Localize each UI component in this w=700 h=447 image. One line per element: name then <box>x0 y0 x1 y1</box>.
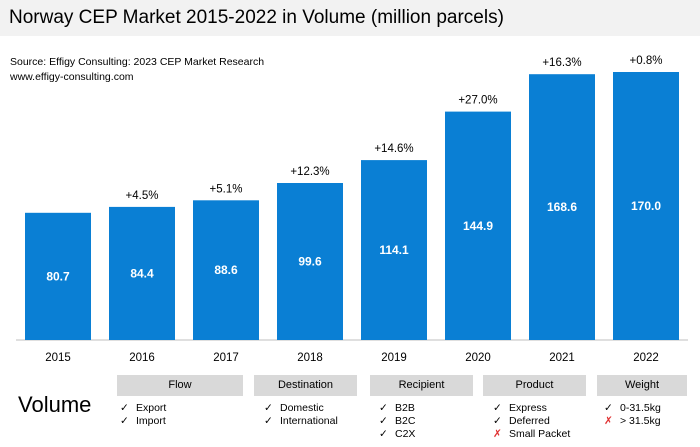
chart-title: Norway CEP Market 2015-2022 in Volume (m… <box>9 7 504 28</box>
list-item: ✓ International <box>264 415 338 427</box>
bar-value-label: 80.7 <box>46 269 70 283</box>
category-header-product: Product <box>483 375 586 396</box>
growth-label: +5.1% <box>210 183 243 195</box>
bar-value-label: 99.6 <box>298 255 322 269</box>
check-icon: ✓ <box>379 415 388 427</box>
bar-value-label: 84.4 <box>130 267 154 281</box>
list-item: ✗ Small Packet <box>493 428 571 440</box>
flow-items: ✓ Export ✓ Import <box>120 402 166 428</box>
growth-label: +0.8% <box>630 55 663 67</box>
growth-label: +27.0% <box>458 95 497 107</box>
list-item: ✓ B2C <box>379 415 416 427</box>
list-item: ✓ 0-31.5kg <box>604 402 661 414</box>
check-icon: ✓ <box>604 402 613 414</box>
bar-2015 <box>25 212 91 340</box>
check-icon: ✓ <box>264 402 273 414</box>
check-icon: ✓ <box>379 428 388 440</box>
source-line: Source: Effigy Consulting: 2023 CEP Mark… <box>10 56 265 68</box>
list-item: ✓ B2B <box>379 402 415 414</box>
growth-label: +12.3% <box>290 166 329 178</box>
list-item: ✓ Domestic <box>264 402 324 414</box>
cross-icon: ✗ <box>493 428 502 440</box>
destination-items: ✓ Domestic ✓ International <box>264 402 338 428</box>
x-tick-label: 2022 <box>633 352 659 364</box>
check-icon: ✓ <box>120 402 129 414</box>
recipient-items: ✓ B2B ✓ B2C ✓ C2X <box>379 402 415 441</box>
x-tick-label: 2020 <box>465 352 491 364</box>
product-items: ✓ Express ✓ Deferred ✗ Small Packet <box>493 402 570 441</box>
list-item: ✓ Deferred <box>493 415 550 427</box>
check-icon: ✓ <box>493 415 502 427</box>
category-header-destination: Destination <box>254 375 357 396</box>
list-item: ✓ Import <box>120 415 166 427</box>
volume-label: Volume <box>18 392 92 417</box>
bar-2021 <box>529 74 595 340</box>
list-item: ✓ C2X <box>379 428 416 440</box>
check-icon: ✓ <box>379 402 388 414</box>
bar-2017 <box>193 200 259 340</box>
x-tick-label: 2021 <box>549 352 575 364</box>
cross-icon: ✗ <box>604 415 613 427</box>
growth-label: +4.5% <box>126 190 159 202</box>
x-tick-label: 2018 <box>297 352 323 364</box>
growth-label: +16.3% <box>542 57 581 69</box>
check-icon: ✓ <box>120 415 129 427</box>
bar-2022 <box>613 72 679 340</box>
weight-items: ✓ 0-31.5kg ✗ > 31.5kg <box>604 402 661 428</box>
x-tick-label: 2017 <box>213 352 239 364</box>
x-tick-label: 2019 <box>381 352 407 364</box>
website-line: www.effigy-consulting.com <box>10 71 134 83</box>
title-bar: Norway CEP Market 2015-2022 in Volume (m… <box>0 0 700 36</box>
bar-value-label: 88.6 <box>214 263 238 277</box>
bar-2018 <box>277 183 343 340</box>
bar-value-label: 114.1 <box>379 243 409 257</box>
bar-2019 <box>361 160 427 340</box>
category-header-weight: Weight <box>597 375 687 396</box>
x-tick-label: 2015 <box>45 352 71 364</box>
list-item: ✓ Express <box>493 402 547 414</box>
source-note: Source: Effigy Consulting: 2023 CEP Mark… <box>10 55 264 85</box>
list-item: ✗ > 31.5kg <box>604 415 661 427</box>
x-tick-label: 2016 <box>129 352 155 364</box>
category-header-flow: Flow <box>117 375 243 396</box>
bar-value-label: 170.0 <box>631 199 661 213</box>
bar-2020 <box>445 111 511 340</box>
list-item: ✓ Export <box>120 402 167 414</box>
check-icon: ✓ <box>493 402 502 414</box>
growth-label: +14.6% <box>374 143 413 155</box>
bar-value-label: 144.9 <box>463 219 493 233</box>
bar-2016 <box>109 206 175 340</box>
bar-value-label: 168.6 <box>547 200 577 214</box>
check-icon: ✓ <box>264 415 273 427</box>
category-header-recipient: Recipient <box>370 375 473 396</box>
